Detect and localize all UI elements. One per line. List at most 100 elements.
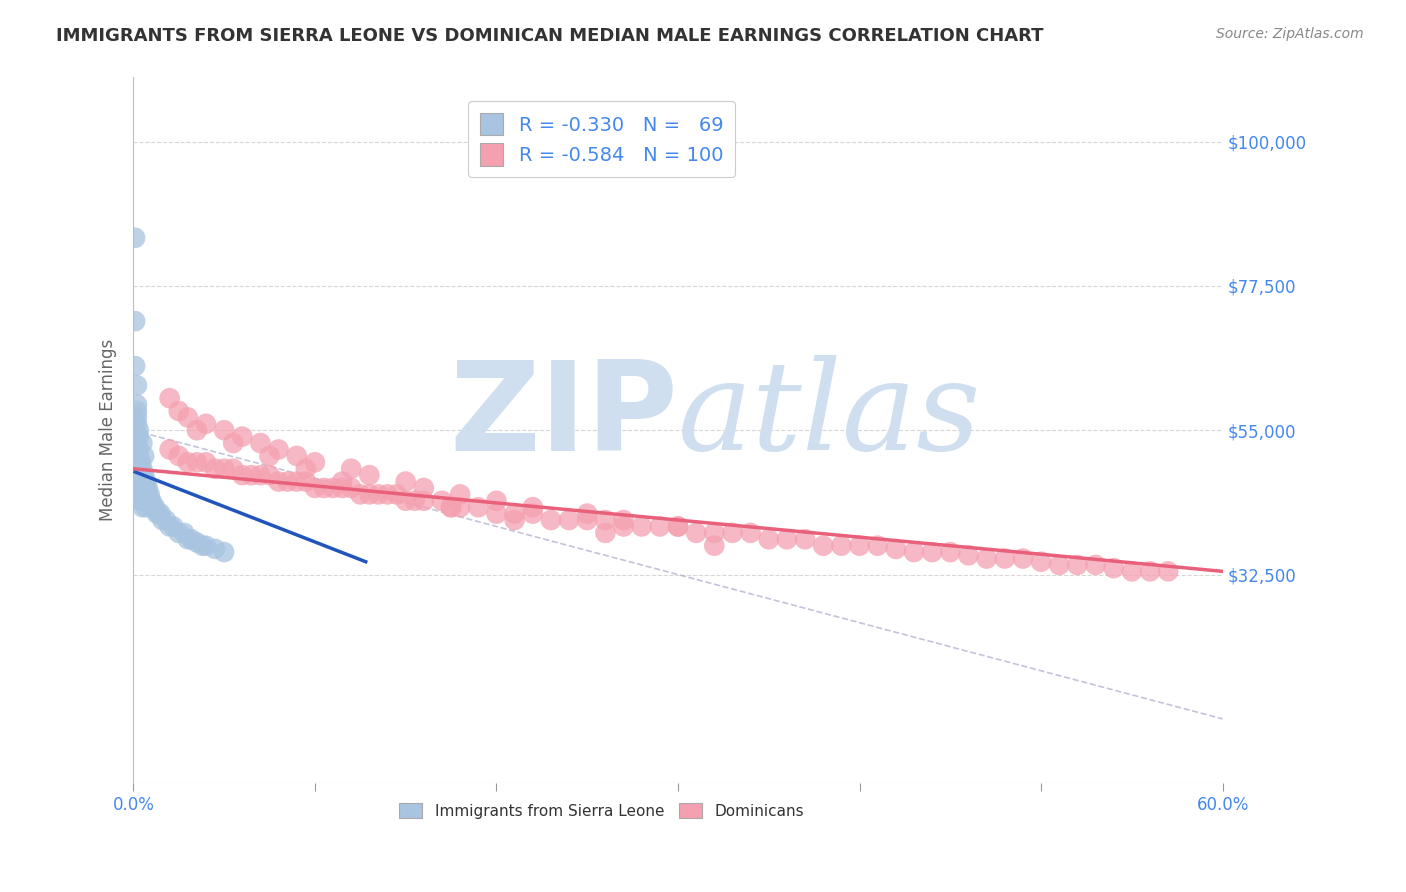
Point	[295, 475, 318, 489]
Point	[685, 525, 707, 540]
Point	[150, 513, 173, 527]
Point	[131, 493, 153, 508]
Point	[125, 378, 148, 392]
Point	[125, 398, 148, 412]
Point	[222, 461, 245, 475]
Text: atlas: atlas	[678, 355, 981, 477]
Point	[131, 500, 153, 515]
Point	[136, 493, 159, 508]
Point	[395, 493, 418, 508]
Point	[703, 525, 725, 540]
Point	[128, 423, 150, 437]
Point	[295, 461, 318, 475]
Point	[866, 539, 889, 553]
Point	[540, 513, 562, 527]
Point	[135, 481, 157, 495]
Point	[128, 475, 150, 489]
Point	[721, 525, 744, 540]
Point	[159, 519, 181, 533]
Point	[249, 468, 271, 483]
Point	[128, 442, 150, 457]
Point	[136, 481, 159, 495]
Point	[129, 481, 152, 495]
Point	[129, 493, 152, 508]
Text: Source: ZipAtlas.com: Source: ZipAtlas.com	[1216, 27, 1364, 41]
Point	[131, 475, 153, 489]
Point	[404, 493, 426, 508]
Point	[135, 500, 157, 515]
Point	[1012, 551, 1035, 566]
Point	[340, 481, 363, 495]
Point	[884, 541, 907, 556]
Point	[204, 461, 226, 475]
Text: IMMIGRANTS FROM SIERRA LEONE VS DOMINICAN MEDIAN MALE EARNINGS CORRELATION CHART: IMMIGRANTS FROM SIERRA LEONE VS DOMINICA…	[56, 27, 1043, 45]
Point	[277, 475, 299, 489]
Point	[430, 493, 453, 508]
Point	[848, 539, 870, 553]
Point	[666, 519, 689, 533]
Point	[921, 545, 943, 559]
Point	[131, 436, 153, 450]
Point	[249, 436, 271, 450]
Point	[449, 487, 471, 501]
Point	[957, 549, 980, 563]
Point	[142, 500, 165, 515]
Point	[1139, 565, 1161, 579]
Point	[167, 525, 190, 540]
Point	[794, 533, 817, 547]
Point	[385, 487, 408, 501]
Point	[180, 533, 202, 547]
Point	[131, 481, 153, 495]
Point	[359, 487, 381, 501]
Point	[231, 468, 253, 483]
Point	[976, 551, 998, 566]
Point	[194, 455, 217, 469]
Point	[138, 493, 160, 508]
Point	[194, 417, 217, 431]
Point	[312, 481, 335, 495]
Point	[1102, 561, 1125, 575]
Point	[146, 507, 169, 521]
Point	[128, 442, 150, 457]
Point	[377, 487, 399, 501]
Point	[485, 493, 508, 508]
Point	[191, 539, 214, 553]
Point	[131, 461, 153, 475]
Point	[485, 507, 508, 521]
Point	[939, 545, 962, 559]
Point	[522, 500, 544, 515]
Point	[212, 423, 235, 437]
Point	[576, 507, 599, 521]
Point	[124, 359, 146, 373]
Point	[134, 449, 156, 463]
Point	[129, 455, 152, 469]
Point	[503, 507, 526, 521]
Point	[128, 430, 150, 444]
Point	[440, 500, 463, 515]
Point	[503, 513, 526, 527]
Point	[522, 507, 544, 521]
Point	[177, 533, 200, 547]
Point	[776, 533, 799, 547]
Point	[395, 475, 418, 489]
Point	[129, 475, 152, 489]
Point	[159, 391, 181, 405]
Point	[143, 500, 166, 515]
Point	[125, 417, 148, 431]
Point	[177, 410, 200, 425]
Point	[1066, 558, 1088, 572]
Point	[367, 487, 389, 501]
Point	[135, 475, 157, 489]
Point	[285, 475, 308, 489]
Point	[1157, 565, 1180, 579]
Point	[1084, 558, 1107, 572]
Point	[129, 468, 152, 483]
Point	[304, 455, 326, 469]
Point	[128, 468, 150, 483]
Point	[141, 493, 163, 508]
Point	[129, 481, 152, 495]
Point	[136, 487, 159, 501]
Point	[162, 519, 184, 533]
Point	[167, 404, 190, 418]
Point	[359, 468, 381, 483]
